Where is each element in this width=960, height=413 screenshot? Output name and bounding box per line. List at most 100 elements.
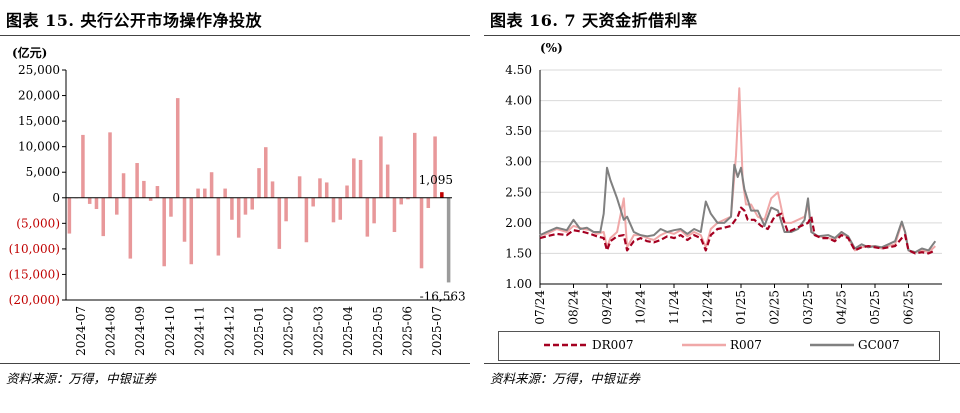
- bar: [182, 197, 187, 242]
- x-tick-label: 2024-11: [193, 306, 207, 356]
- bar: [250, 197, 254, 210]
- bar: [379, 136, 383, 198]
- bar: [243, 197, 248, 215]
- y-tick-label: 20,000: [18, 89, 60, 103]
- bar: [440, 192, 444, 198]
- x-tick-label: 08/24: [567, 290, 581, 325]
- data-label: 1,095: [419, 173, 453, 187]
- bar: [338, 197, 343, 220]
- bar: [331, 197, 336, 223]
- right-chart-panel: 图表 16. 7 天资金折借利率 (%) 1.00 1.50 2.00 2.50 3.00…: [484, 0, 960, 413]
- x-tick-label: 2025-03: [311, 306, 325, 356]
- bar: [304, 197, 309, 243]
- y-tick-label: (10,000): [9, 242, 60, 256]
- bar: [324, 182, 329, 198]
- x-tick-label: 2025-01: [252, 306, 266, 356]
- bar: [264, 147, 268, 198]
- series-line-gc007: [539, 163, 937, 254]
- bar: [169, 197, 173, 217]
- bar: [426, 197, 431, 208]
- x-tick-label: 01/25: [734, 290, 748, 325]
- x-tick-label: 04/25: [835, 290, 849, 325]
- x-tick-label: 05/25: [868, 290, 882, 325]
- right-source-note: 资料来源：万得，中银证券: [490, 371, 641, 386]
- left-source-note: 资料来源：万得，中银证券: [6, 371, 157, 386]
- bar: [189, 197, 194, 265]
- bar: [81, 134, 85, 198]
- legend-label-r007: R007: [730, 338, 762, 352]
- y-tick-label: 2.50: [505, 185, 532, 199]
- left-unit-label: (亿元): [12, 45, 47, 60]
- right-title-rule: [484, 35, 960, 36]
- bar: [223, 188, 227, 198]
- x-tick-label: 11/24: [667, 290, 681, 325]
- x-tick-label: 12/24: [701, 290, 715, 325]
- x-tick-label: 2024-12: [222, 306, 236, 356]
- bar: [419, 197, 424, 269]
- x-tick-label: 10/24: [634, 290, 648, 325]
- bar: [94, 197, 99, 210]
- bar: [67, 197, 72, 234]
- bar: [284, 197, 288, 222]
- x-tick-label: 2025-04: [341, 306, 355, 356]
- y-tick-label: 1.50: [505, 246, 532, 260]
- y-tick-label: 4.50: [505, 63, 532, 77]
- bar: [230, 197, 234, 220]
- x-tick-label: 2024-09: [133, 306, 147, 356]
- bar: [446, 197, 451, 283]
- y-tick-label: 15,000: [18, 114, 60, 128]
- x-tick-label: 2024-10: [163, 306, 177, 356]
- data-label: -16,563: [420, 289, 466, 303]
- bar: [155, 186, 160, 198]
- bar: [358, 159, 363, 198]
- bar: [365, 197, 370, 237]
- bar: [121, 173, 126, 198]
- left-chart-title: 图表 15. 央行公开市场操作净投放: [6, 11, 262, 30]
- bar: [399, 197, 403, 205]
- bar: [148, 197, 153, 201]
- bar: [142, 180, 146, 198]
- legend-label-dr007: DR007: [592, 338, 634, 352]
- y-tick-label: (20,000): [9, 293, 60, 307]
- x-tick-label: 2025-02: [282, 306, 296, 356]
- right-line-chart: (%) 1.00 1.50 2.00 2.50 3.00 3.50 4.00 4.50 07/24…: [505, 41, 942, 352]
- bar: [209, 172, 214, 198]
- x-tick-label: 2025-07: [430, 306, 444, 356]
- bar: [406, 197, 410, 200]
- bar: [345, 185, 349, 198]
- left-bar-chart: (亿元) 25,000 20,000 15,000 10,000 5,000 0 (5,000…: [9, 45, 466, 356]
- left-chart-panel: 图表 15. 央行公开市场操作净投放 (亿元) 25,000 20,000 15,00…: [0, 0, 470, 413]
- x-tick-label: 2024-08: [104, 306, 118, 356]
- bar: [162, 197, 166, 267]
- right-legend: [498, 331, 940, 361]
- bar: [196, 188, 200, 198]
- y-tick-label: 0: [52, 191, 60, 205]
- bar: [128, 197, 133, 259]
- right-chart-title: 图表 16. 7 天资金折借利率: [490, 11, 698, 30]
- y-tick-label: 3.00: [505, 155, 532, 169]
- x-tick-label: 2025-06: [400, 306, 414, 356]
- bar: [101, 197, 106, 237]
- bar: [311, 197, 315, 207]
- bar: [257, 168, 261, 198]
- right-source-rule: [484, 363, 960, 364]
- x-tick-label: 2025-05: [371, 306, 385, 356]
- bar: [203, 188, 207, 198]
- bar: [433, 136, 437, 198]
- bar: [135, 163, 139, 198]
- y-tick-label: 1.00: [505, 277, 532, 291]
- y-tick-label: 3.50: [505, 124, 532, 138]
- bar: [352, 158, 356, 198]
- bar: [385, 164, 390, 198]
- left-title-rule: [0, 35, 470, 36]
- bar: [115, 197, 119, 215]
- bar: [277, 197, 282, 249]
- left-source-rule: [0, 363, 470, 364]
- bar: [236, 197, 241, 238]
- right-unit-label: (%): [540, 41, 563, 55]
- x-tick-label: 07/24: [533, 290, 547, 325]
- x-tick-label: 02/25: [768, 290, 782, 325]
- x-tick-label: 03/25: [801, 290, 815, 325]
- legend-label-gc007: GC007: [858, 338, 900, 352]
- y-tick-label: (15,000): [9, 267, 60, 281]
